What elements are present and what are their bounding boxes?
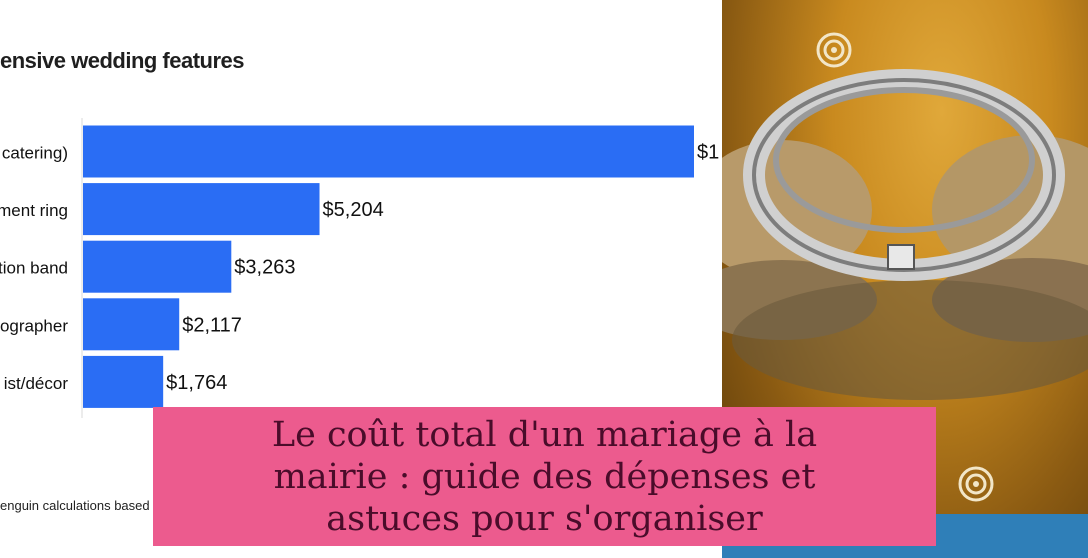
category-label: catering)	[2, 144, 68, 163]
article-title-banner: Le coût total d'un mariage à la mairie :…	[153, 407, 936, 546]
article-title: Le coût total d'un mariage à la mairie :…	[271, 414, 818, 539]
value-label: $1,764	[166, 372, 227, 394]
bar	[83, 298, 180, 351]
category-label: ographer	[0, 316, 68, 335]
category-label: ment ring	[0, 201, 68, 220]
chart-title: ensive wedding features	[0, 48, 245, 73]
bar	[83, 183, 320, 236]
watermark-spiral-icon	[958, 466, 994, 502]
category-label: tion band	[0, 259, 68, 278]
bar-chart: catering) $1 ment ring $5,204 tion band $3,26…	[0, 118, 719, 418]
value-label: $3,263	[234, 257, 295, 279]
category-label: ist/décor	[4, 374, 69, 393]
value-label: $5,204	[323, 199, 384, 221]
wedding-ring-icon	[722, 69, 1088, 400]
value-label: $2,117	[182, 314, 242, 336]
chart-source-note: enguin calculations based	[0, 498, 150, 513]
bar	[83, 240, 232, 293]
bar	[83, 355, 164, 408]
watermark-spiral-icon	[816, 32, 852, 68]
bar	[83, 125, 694, 178]
value-label: $1	[697, 142, 719, 164]
